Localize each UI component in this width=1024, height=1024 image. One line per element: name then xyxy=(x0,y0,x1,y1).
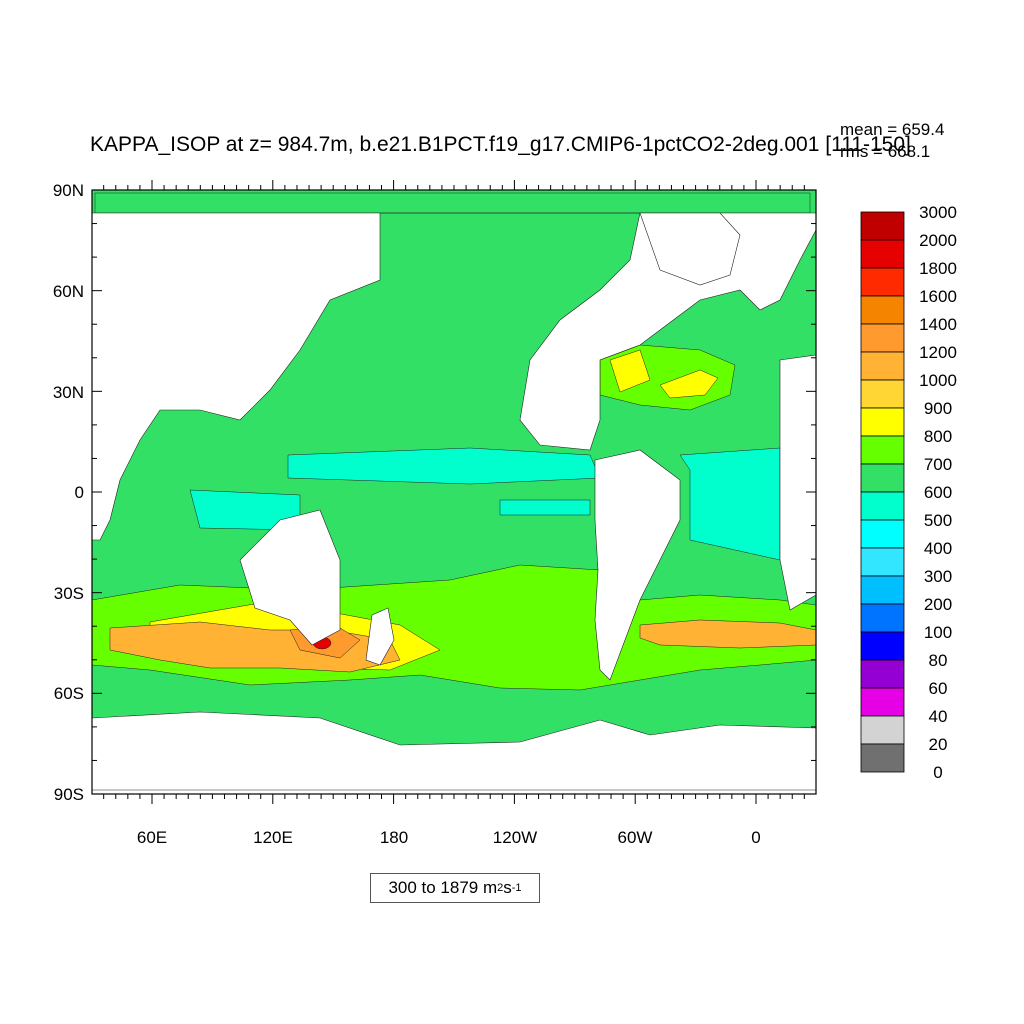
lat-label-0: 0 xyxy=(75,483,84,502)
colorbar-label: 900 xyxy=(924,399,952,418)
colorbar-swatch xyxy=(860,435,905,465)
colorbar-swatch xyxy=(860,715,905,745)
axis-ticks xyxy=(92,180,816,804)
lon-label-120w: 120W xyxy=(493,828,537,847)
colorbar-swatch xyxy=(860,211,905,241)
colorbar-label: 40 xyxy=(929,707,948,726)
map-title: KAPPA_ISOP at z= 984.7m, b.e21.B1PCT.f19… xyxy=(90,133,911,156)
colorbar xyxy=(860,211,905,773)
lat-label-60n: 60N xyxy=(53,282,84,301)
colorbar-swatch xyxy=(860,687,905,717)
colorbar-swatch xyxy=(860,603,905,633)
colorbar-swatch xyxy=(860,407,905,437)
colorbar-swatch xyxy=(860,295,905,325)
colorbar-label: 1400 xyxy=(919,315,957,334)
colorbar-swatch xyxy=(860,631,905,661)
colorbar-label: 60 xyxy=(929,679,948,698)
colorbar-label: 2000 xyxy=(919,231,957,250)
colorbar-label: 3000 xyxy=(919,203,957,222)
lon-label-0: 0 xyxy=(751,828,760,847)
colorbar-label: 800 xyxy=(924,427,952,446)
land-masses xyxy=(91,212,817,791)
colorbar-label: 80 xyxy=(929,651,948,670)
colorbar-swatch xyxy=(860,379,905,409)
colorbar-label: 300 xyxy=(924,567,952,586)
lat-label-90s: 90S xyxy=(54,785,84,804)
colorbar-swatch xyxy=(860,239,905,269)
colorbar-labels: 3000200018001600140012001000900800700600… xyxy=(919,203,957,782)
colorbar-swatch xyxy=(860,491,905,521)
colorbar-label: 200 xyxy=(924,595,952,614)
colorbar-label: 1000 xyxy=(919,371,957,390)
rms-stat: rms = 668.1 xyxy=(840,142,931,161)
colorbar-swatch xyxy=(860,743,905,773)
lat-label-60s: 60S xyxy=(54,684,84,703)
lon-label-60e: 60E xyxy=(137,828,167,847)
colorbar-label: 1600 xyxy=(919,287,957,306)
lat-label-30n: 30N xyxy=(53,383,84,402)
colorbar-swatch xyxy=(860,547,905,577)
colorbar-label: 700 xyxy=(924,455,952,474)
colorbar-label: 1200 xyxy=(919,343,957,362)
colorbar-swatch xyxy=(860,463,905,493)
lat-axis-labels: 90N 60N 30N 0 30S 60S 90S xyxy=(53,181,84,804)
lat-label-90n: 90N xyxy=(53,181,84,200)
colorbar-swatch xyxy=(860,351,905,381)
range-exp2: -1 xyxy=(511,882,522,894)
lon-axis-labels: 60E 120E 180 120W 60W 0 xyxy=(137,828,761,847)
range-exp1: 2 xyxy=(497,882,504,894)
range-text: 300 to 1879 m xyxy=(388,878,498,897)
lat-label-30s: 30S xyxy=(54,584,84,603)
lon-label-60w: 60W xyxy=(618,828,653,847)
lon-label-120e: 120E xyxy=(253,828,293,847)
colorbar-label: 0 xyxy=(933,763,942,782)
colorbar-label: 100 xyxy=(924,623,952,642)
colorbar-label: 500 xyxy=(924,511,952,530)
colorbar-swatch xyxy=(860,575,905,605)
colorbar-swatch xyxy=(860,659,905,689)
colorbar-swatch xyxy=(860,323,905,353)
colorbar-label: 1800 xyxy=(919,259,957,278)
colorbar-swatch xyxy=(860,519,905,549)
colorbar-label: 20 xyxy=(929,735,948,754)
lon-label-180: 180 xyxy=(380,828,408,847)
colorbar-swatch xyxy=(860,267,905,297)
colorbar-label: 400 xyxy=(924,539,952,558)
colorbar-label: 600 xyxy=(924,483,952,502)
range-mid: s xyxy=(503,878,512,897)
mean-stat: mean = 659.4 xyxy=(840,120,945,139)
